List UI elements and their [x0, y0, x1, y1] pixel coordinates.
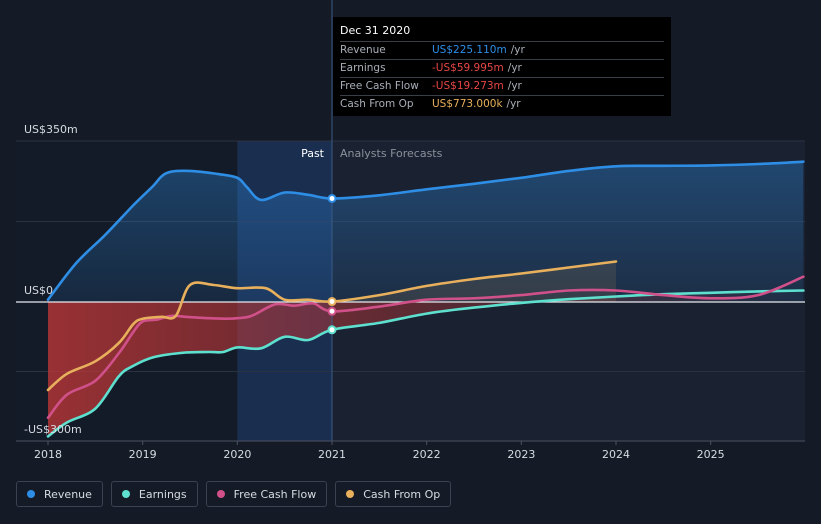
- legend-dot-icon: [216, 490, 225, 498]
- tooltip-unit: /yr: [510, 44, 525, 56]
- series-line-revenue: [46, 160, 805, 301]
- x-tick-label: 2024: [602, 448, 630, 461]
- y-tick-label: US$0: [24, 284, 53, 297]
- x-tick-label: 2021: [318, 448, 346, 461]
- x-tick-label: 2020: [223, 448, 251, 461]
- tooltip-label: Earnings: [340, 62, 386, 74]
- tooltip-value: -US$19.273m: [432, 80, 504, 92]
- tooltip: Dec 31 2020 Revenue US$225.110m /yr Earn…: [333, 17, 671, 116]
- tooltip-date: Dec 31 2020: [340, 24, 411, 37]
- tooltip-unit: /yr: [507, 62, 522, 74]
- y-tick-label: -US$300m: [24, 423, 82, 436]
- tooltip-label: Revenue: [340, 44, 386, 56]
- x-tick-label: 2022: [413, 448, 441, 461]
- tooltip-value: US$773.000k: [432, 98, 503, 110]
- tooltip-row-revenue: Revenue US$225.110m /yr: [340, 41, 664, 59]
- forecast-label: Analysts Forecasts: [340, 147, 443, 160]
- legend-label: Revenue: [44, 487, 92, 501]
- legend-item-cash-from-op[interactable]: Cash From Op: [335, 481, 452, 507]
- tooltip-value: -US$59.995m: [432, 62, 504, 74]
- legend-label: Earnings: [138, 487, 187, 501]
- tooltip-row-earnings: Earnings -US$59.995m /yr: [340, 59, 664, 77]
- x-tick-label: 2025: [697, 448, 725, 461]
- legend: Revenue Earnings Free Cash Flow Cash Fro…: [16, 481, 452, 507]
- series-line-cash-from-op: [46, 260, 618, 392]
- legend-item-revenue[interactable]: Revenue: [16, 481, 103, 507]
- x-tick-label: 2018: [34, 448, 62, 461]
- marker-revenue: [327, 194, 337, 203]
- tooltip-unit: /yr: [506, 98, 521, 110]
- tooltip-label: Free Cash Flow: [340, 80, 419, 92]
- tooltip-unit: /yr: [507, 80, 522, 92]
- tooltip-label: Cash From Op: [340, 98, 414, 110]
- marker-free-cash-flow: [327, 306, 337, 316]
- x-tick-label: 2023: [507, 448, 535, 461]
- marker-cash-from-op: [327, 297, 337, 307]
- series-line-free-cash-flow: [46, 275, 805, 420]
- legend-dot-icon: [27, 490, 35, 498]
- earnings-area: [48, 290, 804, 437]
- legend-dot-icon: [346, 490, 355, 498]
- tooltip-row-cash-from-op: Cash From Op US$773.000k /yr: [340, 95, 664, 113]
- legend-label: Free Cash Flow: [233, 487, 317, 501]
- revenue-area: [48, 161, 804, 302]
- tooltip-row-free-cash-flow: Free Cash Flow -US$19.273m /yr: [340, 77, 664, 95]
- past-label: Past: [301, 147, 325, 160]
- x-tick-label: 2019: [129, 448, 157, 461]
- y-tick-label: US$350m: [24, 123, 78, 136]
- marker-earnings: [327, 325, 337, 335]
- legend-label: Cash From Op: [363, 487, 441, 501]
- legend-item-free-cash-flow[interactable]: Free Cash Flow: [205, 481, 328, 507]
- legend-item-earnings[interactable]: Earnings: [110, 481, 198, 507]
- legend-dot-icon: [121, 490, 130, 498]
- series-line-earnings: [46, 289, 805, 438]
- tooltip-value: US$225.110m: [432, 44, 507, 56]
